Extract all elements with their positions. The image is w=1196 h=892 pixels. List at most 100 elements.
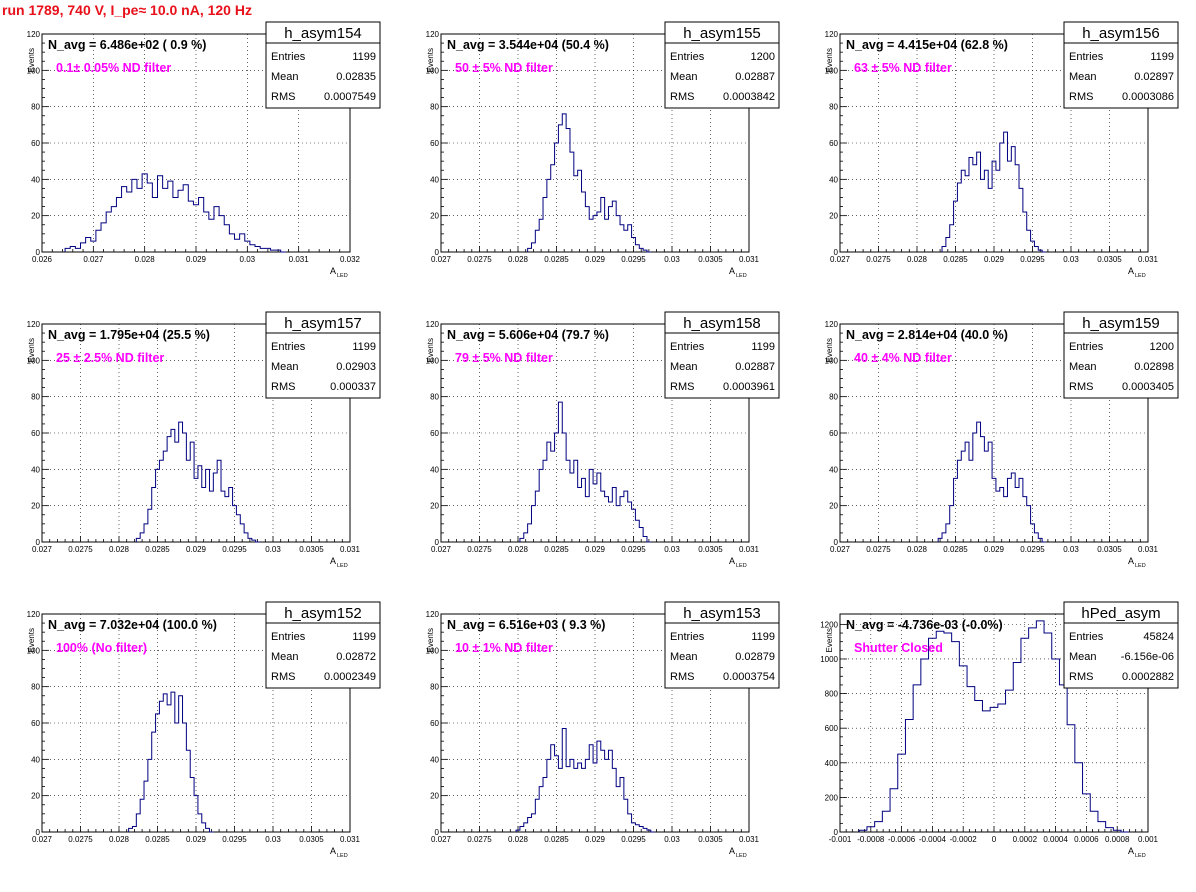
y-tick-label: 600 [825, 724, 839, 733]
x-tick-label: 0.028 [109, 835, 130, 844]
filter-annotation: 25 ± 2.5% ND filter [56, 351, 164, 365]
filter-annotation: 63 ± 5% ND filter [854, 61, 952, 75]
y-tick-label: 0 [435, 828, 440, 837]
x-tick-label: 0.0008 [1105, 835, 1130, 844]
stats-box [664, 311, 780, 399]
y-tick-label: 0 [435, 248, 440, 257]
stats-value: 1200 [751, 51, 775, 63]
x-tick-label: 0.0275 [68, 835, 93, 844]
x-tick-label: 0.0305 [1097, 545, 1122, 554]
stats-label: Entries [1069, 51, 1104, 63]
x-tick-label: 0.031 [340, 835, 361, 844]
stats-value: 0.0003086 [1122, 91, 1174, 103]
x-tick-label: 0.03 [664, 255, 680, 264]
x-tick-label: 0.031 [739, 835, 760, 844]
y-tick-label: 20 [31, 792, 40, 801]
stats-label: RMS [1069, 91, 1093, 103]
stats-label: RMS [1069, 671, 1093, 683]
stats-value: 1199 [751, 631, 775, 643]
histogram-plot: 0.027 0.0275 0.028 0.0285 0.029 0.0295 0.03 0.0… [426, 311, 780, 569]
x-axis-label-subscript: LED [1135, 853, 1146, 859]
stats-title: h_asym159 [1082, 315, 1160, 332]
x-tick-label: 0.0295 [1020, 545, 1045, 554]
y-axis-label: Events [27, 628, 36, 652]
x-tick-label: 0.028 [109, 545, 130, 554]
filter-annotation: 50 ± 5% ND filter [455, 61, 553, 75]
histogram-plot: 0.027 0.0275 0.028 0.0285 0.029 0.0295 0.03 0.0… [27, 601, 381, 859]
x-tick-label: 0.03 [240, 255, 256, 264]
y-tick-label: 40 [31, 175, 40, 184]
x-tick-label: 0.03 [1063, 545, 1079, 554]
y-axis-label: Events [825, 48, 834, 72]
x-tick-label: 0.0285 [544, 255, 569, 264]
histogram-plot: 0.027 0.0275 0.028 0.0285 0.029 0.0295 0.03 0.0… [825, 21, 1179, 279]
y-tick-label: 120 [27, 30, 41, 39]
stats-label: RMS [271, 671, 295, 683]
histogram-line [937, 421, 1046, 543]
stats-box [1063, 311, 1179, 399]
filter-annotation: 100% (No filter) [56, 641, 147, 655]
y-tick-label: 60 [829, 139, 838, 148]
stats-value: 1200 [1150, 341, 1174, 353]
x-tick-label: 0.0275 [467, 255, 492, 264]
y-tick-label: 100 [27, 66, 41, 75]
y-tick-label: 100 [426, 646, 440, 655]
histogram-panel: 0.026 0.027 0.028 0.029 0.03 0.031 0.032 0 20 40 6… [0, 21, 398, 312]
histogram-line [64, 173, 286, 253]
x-tick-label: 0.0295 [1020, 255, 1045, 264]
histogram-panel: 0.027 0.0275 0.028 0.0285 0.029 0.0295 0.03 0.0… [798, 21, 1196, 312]
stats-value: 1199 [352, 631, 376, 643]
y-tick-label: 80 [430, 393, 439, 402]
stats-label: Mean [1069, 361, 1097, 373]
y-tick-label: 0 [36, 248, 41, 257]
x-tick-label: -0.0002 [950, 835, 978, 844]
stats-value: 0.02887 [735, 361, 775, 373]
x-tick-label: 0.0295 [621, 545, 646, 554]
y-tick-label: 80 [31, 103, 40, 112]
y-tick-label: 60 [829, 429, 838, 438]
stats-value: 0.0007549 [324, 91, 376, 103]
x-axis-label: A [1128, 556, 1134, 566]
y-tick-label: 0 [36, 538, 41, 547]
x-tick-label: 0.0285 [544, 835, 569, 844]
x-tick-label: 0.026 [32, 255, 53, 264]
y-tick-label: 20 [430, 792, 439, 801]
x-tick-label: 0.0305 [299, 545, 324, 554]
x-tick-label: 0.027 [32, 545, 53, 554]
x-tick-label: 0.031 [739, 545, 760, 554]
x-tick-label: 0.028 [907, 255, 928, 264]
histogram-panel: 0.027 0.0275 0.028 0.0285 0.029 0.0295 0.03 0.0… [798, 311, 1196, 602]
stats-value: 1199 [352, 341, 376, 353]
histogram-plot: 0.027 0.0275 0.028 0.0285 0.029 0.0295 0.03 0.0… [825, 311, 1179, 569]
y-tick-label: 20 [829, 502, 838, 511]
stats-value: 0.000337 [330, 381, 376, 393]
x-tick-label: 0.029 [585, 255, 606, 264]
stats-title: h_asym156 [1082, 25, 1160, 42]
stats-label: Entries [271, 51, 306, 63]
x-tick-label: 0.0004 [1043, 835, 1068, 844]
x-tick-label: 0.031 [289, 255, 310, 264]
stats-value: 0.02897 [1134, 71, 1174, 83]
y-tick-label: 40 [430, 755, 439, 764]
x-tick-label: 0.029 [186, 545, 207, 554]
stats-box [265, 601, 381, 689]
y-tick-label: 40 [829, 175, 838, 184]
x-tick-label: 0 [992, 835, 997, 844]
x-axis-label: A [729, 846, 735, 856]
stats-label: Mean [271, 71, 299, 83]
filter-annotation: 0.1± 0.05% ND filter [56, 61, 171, 75]
x-axis-label: A [1128, 266, 1134, 276]
x-tick-label: 0.03 [265, 545, 281, 554]
y-axis-label: Events [426, 48, 435, 72]
y-tick-label: 60 [31, 719, 40, 728]
x-tick-label: -0.0004 [919, 835, 947, 844]
stats-label: Mean [1069, 651, 1097, 663]
histogram-series [937, 421, 1046, 543]
x-tick-label: 0.03 [265, 835, 281, 844]
x-tick-label: 0.0305 [299, 835, 324, 844]
y-tick-label: 20 [31, 212, 40, 221]
y-tick-label: 120 [426, 320, 440, 329]
y-tick-label: 0 [834, 248, 839, 257]
x-axis-label-subscript: LED [736, 563, 747, 569]
y-axis-label: Events [27, 338, 36, 362]
